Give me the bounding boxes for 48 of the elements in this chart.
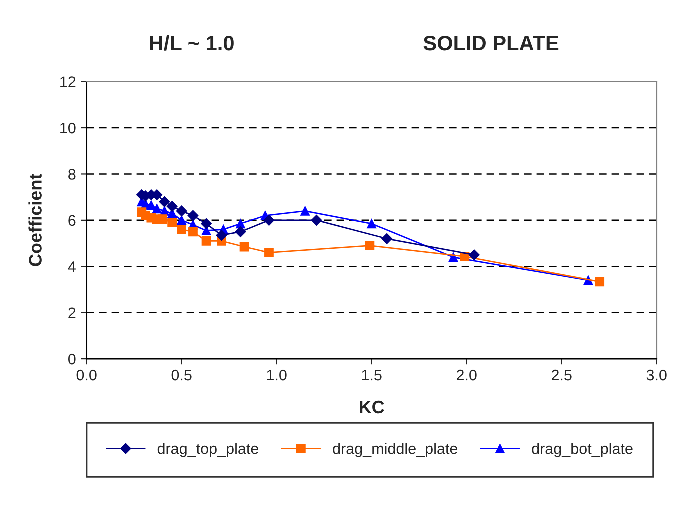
legend-label: drag_bot_plate (532, 443, 633, 458)
point (168, 218, 178, 228)
point (146, 200, 156, 210)
x-tick-label: 0.5 (172, 370, 192, 381)
chart-subtitle: SOLID PLATE (424, 36, 559, 51)
y-tick-label: 2 (68, 308, 76, 318)
point (448, 252, 458, 262)
point (159, 196, 170, 208)
point (264, 215, 275, 226)
point (158, 214, 168, 224)
point (216, 230, 228, 241)
point (188, 227, 198, 237)
point (240, 242, 250, 252)
point (177, 224, 187, 234)
chart-title: H/L ~ 1.0 (150, 35, 234, 51)
point (166, 201, 178, 212)
point (264, 248, 274, 258)
point (176, 206, 188, 217)
point (188, 210, 199, 222)
point (152, 204, 162, 214)
point (469, 250, 480, 261)
point (311, 215, 322, 226)
y-tick-label: 8 (68, 169, 76, 180)
y-tick-label: 0 (68, 354, 76, 365)
point (382, 233, 392, 244)
y-tick-label: 4 (68, 262, 76, 272)
x-tick-label: 1.0 (267, 370, 287, 381)
point (236, 219, 246, 229)
x-tick-label: 0.0 (76, 370, 97, 381)
x-axis-title: KC (360, 400, 384, 414)
x-tick-label: 1.5 (362, 370, 382, 381)
point (177, 216, 187, 226)
y-axis-title: Coefficient (28, 174, 42, 266)
point (595, 277, 605, 287)
x-tick-label: 3.0 (646, 370, 667, 381)
point (235, 226, 246, 238)
point (365, 241, 375, 251)
point (300, 206, 310, 216)
point (367, 219, 377, 229)
point (202, 236, 212, 246)
x-tick-label: 2.0 (456, 370, 477, 381)
y-tick-label: 12 (60, 76, 76, 88)
point (201, 218, 212, 230)
legend-label: drag_top_plate (158, 443, 259, 458)
y-tick-label: 6 (68, 215, 76, 226)
y-tick-label: 10 (60, 122, 76, 134)
legend-label: drag_middle_plate (333, 443, 458, 458)
x-tick-label: 2.5 (552, 370, 572, 381)
